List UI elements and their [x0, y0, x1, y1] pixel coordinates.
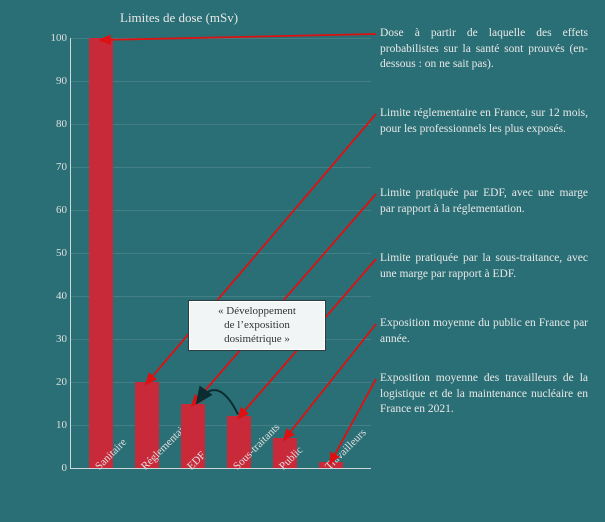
annotation-0: Dose à partir de laquelle des effets pro… [380, 26, 588, 73]
callout-line3: dosimétrique » [224, 333, 290, 345]
y-tick: 60 [41, 204, 67, 216]
annotation-4: Exposition moyenne du public en France p… [380, 316, 588, 347]
gridline [71, 124, 371, 125]
gridline [71, 167, 371, 168]
chart-title: Limites de dose (mSv) [120, 10, 238, 26]
bar-sanitaire [89, 38, 113, 468]
annotation-5: Exposition moyenne des travailleurs de l… [380, 371, 588, 418]
annotation-3: Limite pratiquée par la sous-traitance, … [380, 251, 588, 282]
annotation-column: Dose à partir de laquelle des effets pro… [380, 26, 592, 496]
gridline [71, 382, 371, 383]
y-tick: 100 [41, 32, 67, 44]
annotation-2: Limite pratiquée par EDF, avec une marge… [380, 186, 588, 217]
callout-line1: « Développement [218, 305, 296, 317]
x-tick: Travailleurs [323, 427, 369, 473]
gridline [71, 81, 371, 82]
gridline [71, 210, 371, 211]
plot-area: 0102030405060708090100SanitaireRéglement… [70, 38, 371, 469]
y-tick: 0 [41, 462, 67, 474]
y-tick: 40 [41, 290, 67, 302]
annotation-1: Limite réglementaire en France, sur 12 m… [380, 106, 588, 137]
gridline [71, 253, 371, 254]
gridline [71, 38, 371, 39]
gridline [71, 425, 371, 426]
y-tick: 20 [41, 376, 67, 388]
y-tick: 90 [41, 75, 67, 87]
dose-chart: Limites de dose (mSv) 010203040506070809… [20, 10, 370, 510]
y-tick: 50 [41, 247, 67, 259]
dosimetric-dev-callout: « Développement de l’exposition dosimétr… [188, 300, 326, 351]
y-tick: 30 [41, 333, 67, 345]
callout-line2: de l’exposition [224, 319, 290, 331]
gridline [71, 296, 371, 297]
y-tick: 70 [41, 161, 67, 173]
y-tick: 10 [41, 419, 67, 431]
y-tick: 80 [41, 118, 67, 130]
